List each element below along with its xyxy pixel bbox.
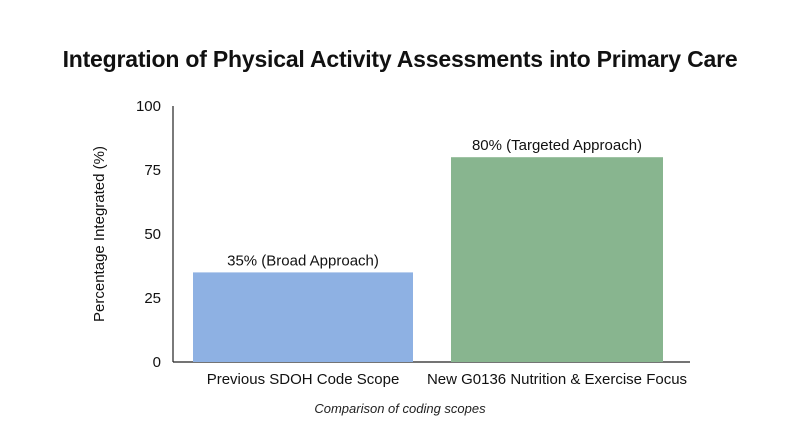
y-tick-label: 0	[153, 354, 161, 371]
axes: 0 25 50 75 100 Percentage Integrated (%)	[91, 98, 690, 371]
x-category-label: New G0136 Nutrition & Exercise Focus	[427, 371, 687, 388]
labels: 35% (Broad Approach) Previous SDOH Code S…	[207, 137, 687, 388]
y-tick-label: 25	[144, 290, 161, 307]
bar	[193, 272, 413, 362]
bar	[451, 157, 663, 362]
y-tick-label: 100	[136, 98, 161, 115]
bar-data-label: 35% (Broad Approach)	[227, 252, 379, 269]
y-axis-label: Percentage Integrated (%)	[91, 146, 108, 322]
bar-data-label: 80% (Targeted Approach)	[472, 137, 642, 154]
y-tick-label: 75	[144, 162, 161, 179]
chart-caption: Comparison of coding scopes	[314, 401, 486, 416]
bars	[193, 157, 663, 362]
x-category-label: Previous SDOH Code Scope	[207, 371, 400, 388]
chart-title: Integration of Physical Activity Assessm…	[62, 46, 738, 72]
y-tick-label: 50	[144, 226, 161, 243]
